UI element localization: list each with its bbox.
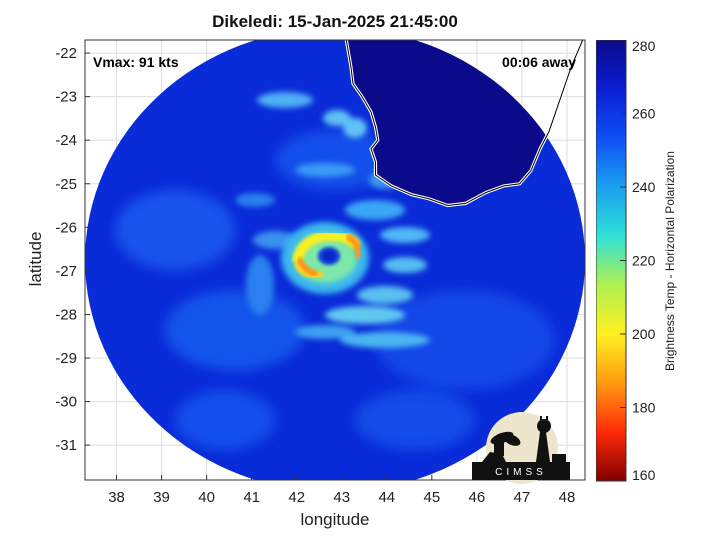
y-tick-label: -22 [55,45,77,62]
colorbar-ticks: 280 260 240 220 200 180 160 [620,40,656,482]
y-tick-label: -30 [55,394,77,411]
x-tick-label: 38 [108,489,125,506]
y-tick-label: -25 [55,176,77,193]
cimss-logo: CIMSS [472,412,570,484]
plot-frame [84,39,586,481]
x-tick-label: 46 [469,489,486,506]
y-tick-label: -31 [55,437,77,454]
x-tick-label: 42 [288,489,305,506]
colorbar: 280 260 240 220 200 180 160 [596,40,656,482]
y-tick-label: -28 [55,306,77,323]
brightness-temperature-swath [85,40,585,480]
colorbar-tick-label: 240 [632,179,656,195]
cloud-texture [115,130,555,450]
x-tick-label: 48 [559,489,576,506]
plot-title: Dikeledi: 15-Jan-2025 21:45:00 [212,12,458,31]
y-tick-label: -23 [55,89,77,106]
x-tick-label: 44 [378,489,395,506]
vmax-label: Vmax: 91 kts [93,54,179,70]
x-tick-label: 41 [243,489,260,506]
colorbar-tick-label: 200 [632,326,656,342]
y-tick-label: -29 [55,350,77,367]
x-tick-label: 45 [424,489,441,506]
y-tick-label: -27 [55,263,77,280]
y-tick-label: -26 [55,219,77,236]
storm-eyewall [281,222,369,294]
map-plot: 38 39 40 41 42 43 44 45 46 47 48 -22-23-24-25-26-2… [55,39,586,506]
x-tick-label: 39 [153,489,170,506]
x-tick-label: 40 [198,489,215,506]
x-tick-label: 47 [514,489,531,506]
x-axis-label: longitude [300,510,370,529]
time-away-label: 00:06 away [502,54,576,70]
colorbar-tick-label: 280 [632,40,656,54]
y-tick-label: -24 [55,132,77,149]
y-axis-ticks: -22 -23 -24 -25 -26 -27 -28 -29 -30 -31 [55,45,90,454]
x-tick-label: 43 [333,489,350,506]
rain-bands [235,92,430,348]
colorbar-tick-label: 220 [632,253,656,269]
logo-text: CIMSS [495,467,547,478]
x-axis-ticks: 38 39 40 41 42 43 44 45 46 47 48 [108,475,575,506]
y-axis-label: latitude [26,231,45,287]
colorbar-tick-label: 260 [632,106,656,122]
colorbar-tick-label: 180 [632,400,656,416]
colorbar-label: Brightness Temp - Horizontal Polarizatio… [663,151,677,371]
colorbar-tick-label: 160 [632,467,656,482]
